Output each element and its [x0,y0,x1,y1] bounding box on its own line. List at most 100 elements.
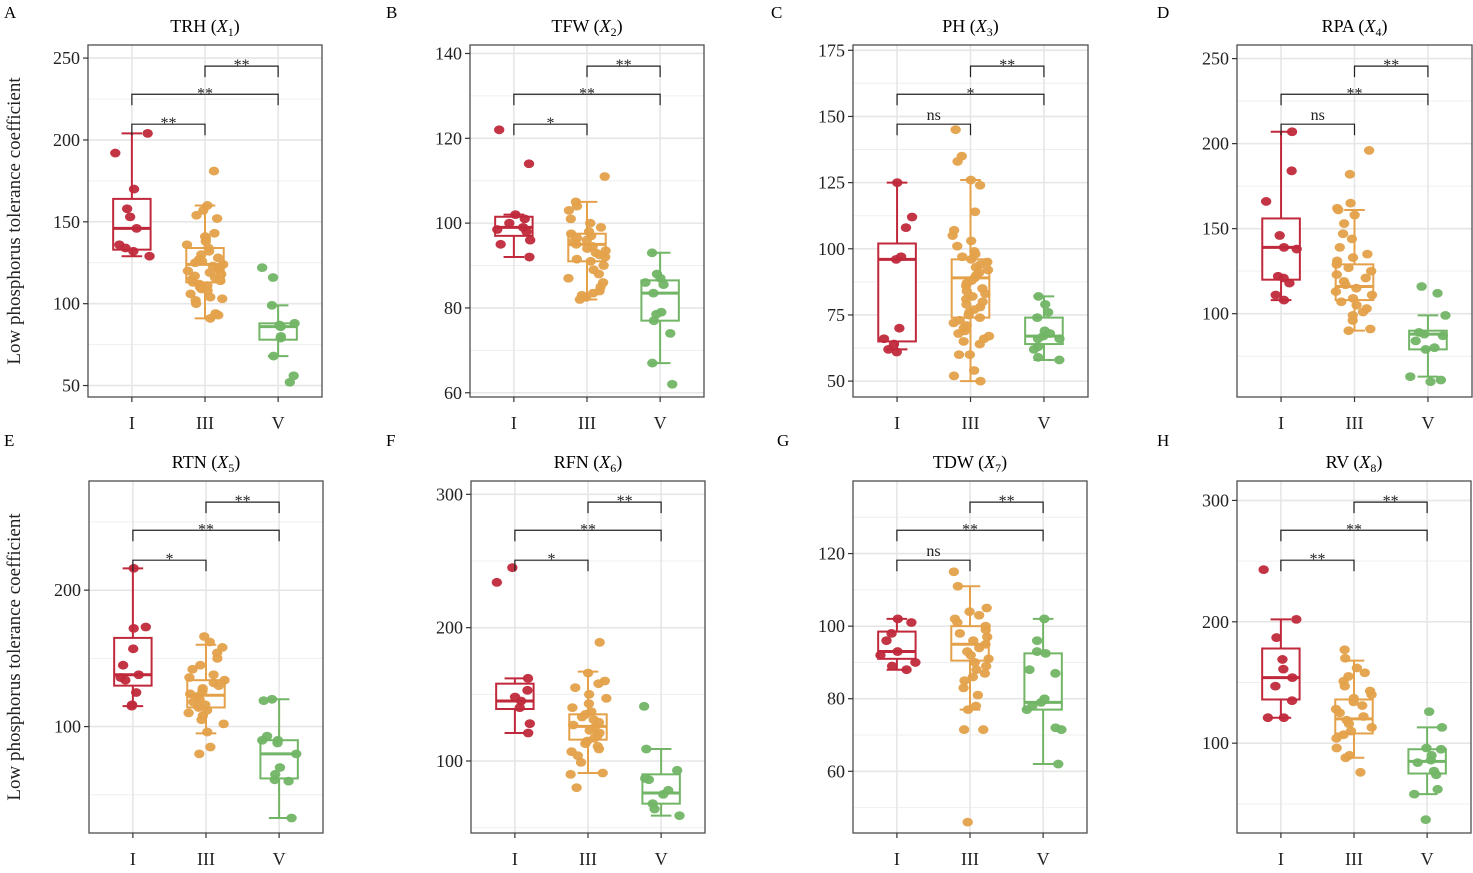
data-point [1330,287,1342,296]
significance-bracket: ns [896,107,972,136]
data-point [286,813,297,823]
data-point [649,804,660,814]
bracket-line [1280,123,1356,136]
data-point [493,125,505,135]
data-point [953,350,965,360]
data-point [891,347,902,357]
data-point [647,358,658,368]
data-point [1291,244,1302,254]
data-point [213,681,225,691]
data-point [1331,259,1342,269]
panel-letter: F [386,431,395,450]
data-point [900,223,912,233]
data-point [189,258,201,268]
data-point [643,775,655,785]
data-point [658,280,669,290]
data-point [1419,329,1430,339]
data-point [958,683,969,693]
data-point [1278,713,1290,723]
data-point [1416,282,1427,291]
data-point [1357,307,1369,317]
significance-bracket: ** [586,57,661,78]
x-tick-label: V [1421,849,1434,869]
data-point [1355,767,1366,777]
data-point [1054,334,1065,344]
significance-label: ** [999,493,1015,510]
data-point [1035,697,1047,707]
data-point [283,776,294,786]
data-point [1040,648,1051,658]
x-tick-label: V [1037,849,1050,869]
data-point [892,647,903,656]
data-point [1360,273,1371,283]
data-point [965,175,977,185]
data-point [120,675,131,685]
data-point [515,696,527,706]
data-point [973,610,985,620]
data-point [130,688,142,697]
bracket-line [586,65,661,78]
data-point [121,204,133,214]
panel-letter: B [386,3,397,22]
data-point [1274,231,1285,240]
data-point [979,668,991,678]
panel-letter: G [777,431,789,450]
y-tick-label: 100 [818,616,845,636]
y-tick-label: 150 [818,106,845,126]
significance-label: ** [616,57,632,74]
data-point [1031,647,1043,656]
data-point [1346,234,1358,244]
data-point [1343,719,1355,729]
data-point [594,637,605,647]
x-tick-label: I [894,413,900,433]
significance-label: ** [962,521,978,538]
data-point [646,248,658,258]
data-point [974,339,985,349]
data-point [1420,815,1431,825]
data-point [969,207,981,217]
data-point [1349,210,1360,220]
data-point [1432,288,1443,298]
data-point [962,705,974,715]
data-point [975,376,986,386]
data-point [204,637,215,647]
data-point [205,742,216,752]
data-point [980,289,991,299]
data-point [1337,229,1349,239]
data-point [1343,326,1354,336]
data-point [906,618,917,627]
significance-bracket: ** [1353,57,1429,78]
data-point [190,299,202,309]
data-point [671,765,683,775]
y-tick-label: 200 [54,580,81,600]
data-point [894,323,905,333]
data-point [597,768,608,778]
data-point [1284,278,1295,288]
bracket-line [131,123,206,136]
data-point [658,789,669,799]
data-point [524,719,536,729]
data-point [1340,753,1351,763]
significance-label: ** [1383,493,1399,510]
data-point [185,289,196,299]
data-point [1366,290,1378,300]
significance-bracket: ** [1280,85,1429,106]
data-point [641,744,652,754]
data-point [1431,770,1442,780]
y-tick-label: 120 [818,544,845,564]
box-I [1261,618,1301,719]
panel-letter: D [1157,3,1169,22]
bracket-line [896,93,1045,106]
data-point [1345,198,1356,208]
data-point [958,337,969,346]
data-point [268,351,279,361]
data-point [288,371,299,381]
data-point [1042,307,1054,317]
significance-bracket: ** [1280,551,1355,572]
data-point [958,725,970,734]
data-point [504,218,515,228]
data-point [582,244,593,253]
